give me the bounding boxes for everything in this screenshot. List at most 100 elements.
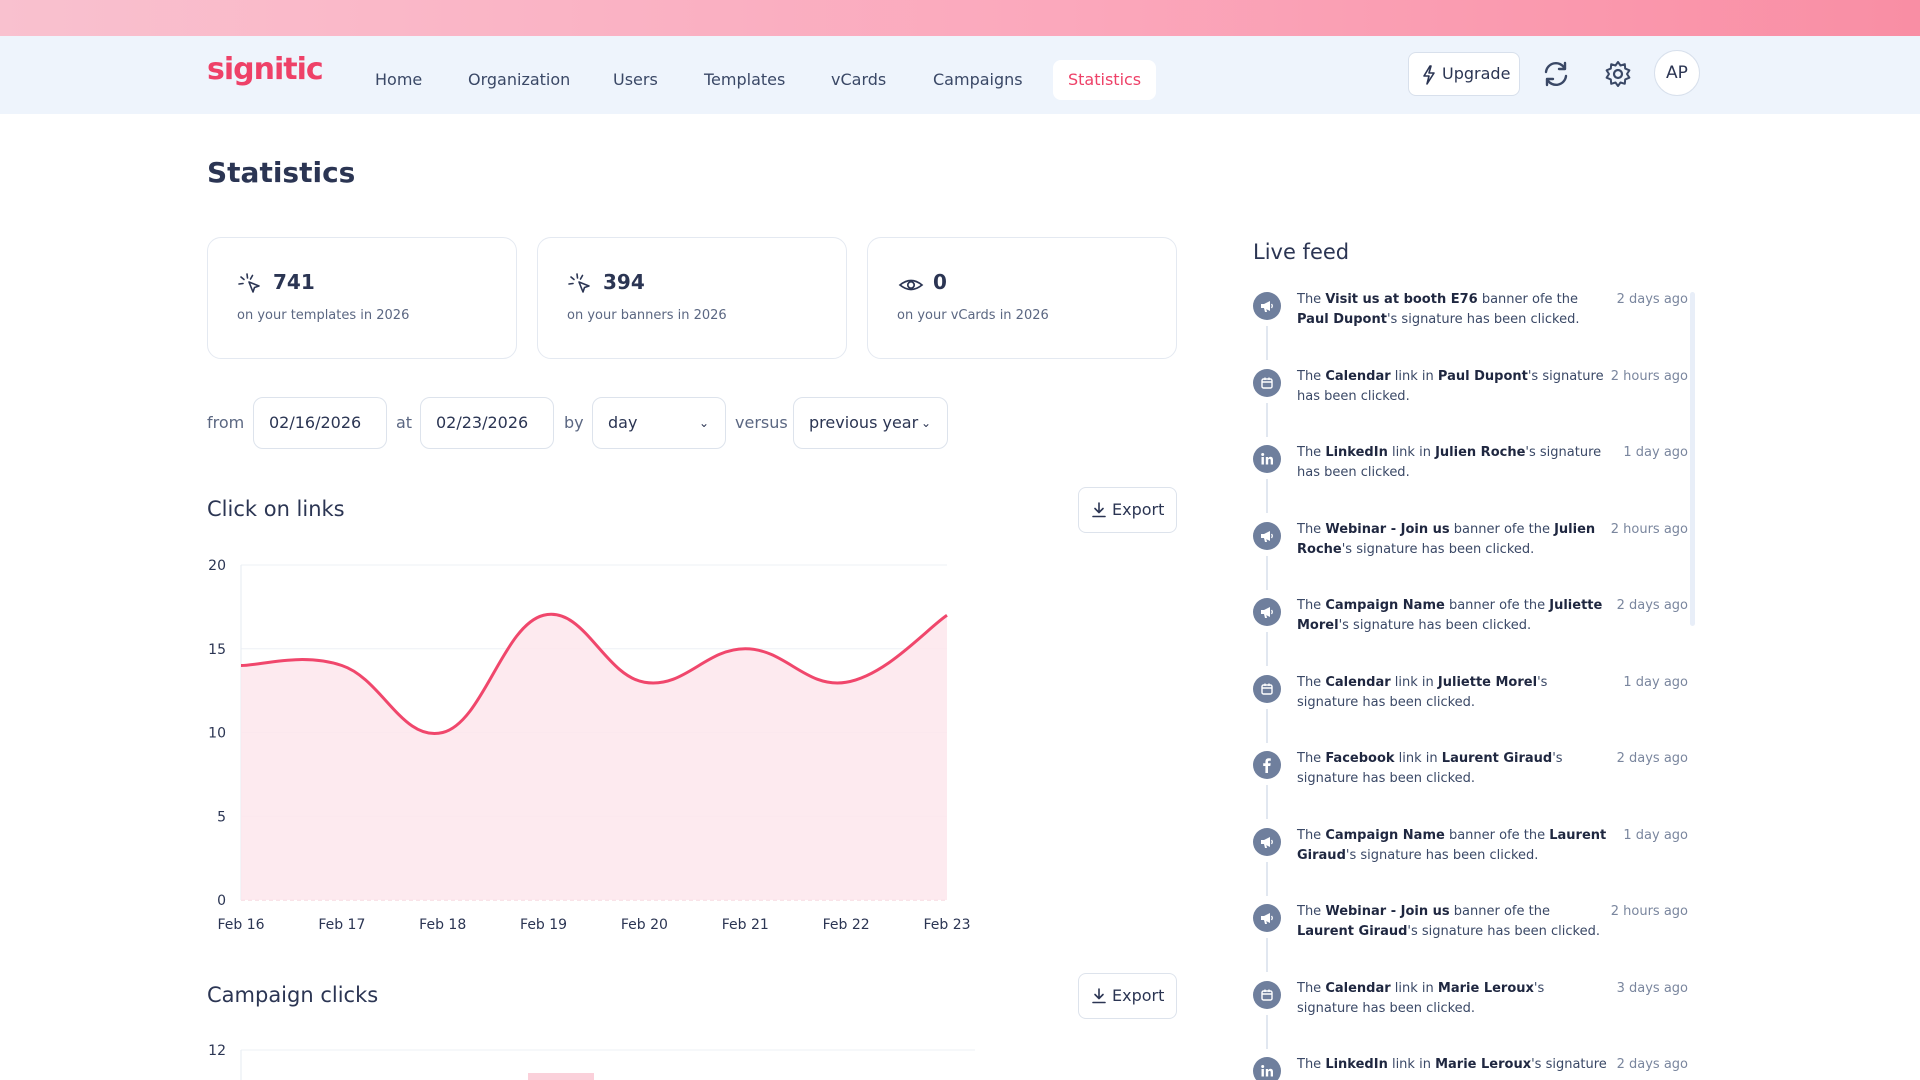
feed-item-time: 2 hours ago	[1610, 521, 1688, 537]
lightning-icon	[1423, 65, 1435, 85]
upgrade-label: Upgrade	[1442, 64, 1511, 83]
granularity-select[interactable]: day ⌄	[592, 397, 726, 449]
stat-label: on your templates in 2026	[237, 308, 410, 323]
timeline-connector	[1266, 555, 1268, 590]
feed-item-highlight: Calendar	[1325, 368, 1391, 384]
feed-item[interactable]: The Campaign Name banner ofe the Laurent…	[1250, 826, 1690, 902]
signitic-logo[interactable]: signitic	[207, 52, 324, 87]
feed-item-fragment: The	[1297, 598, 1326, 613]
feed-item-highlight: Visit us at booth E76	[1325, 292, 1478, 307]
comparison-select[interactable]: previous year ⌄	[793, 397, 948, 449]
timeline-connector	[1266, 708, 1268, 743]
feed-item-time: 1 day ago	[1623, 445, 1688, 460]
feed-item[interactable]: The LinkedIn link in Marie Leroux's sign…	[1250, 1055, 1690, 1080]
nav-organization[interactable]: Organization	[468, 70, 571, 89]
calendar-icon	[1253, 368, 1281, 397]
feed-item[interactable]: The Calendar link in Marie Leroux's sign…	[1250, 979, 1690, 1055]
timeline-connector	[1266, 861, 1268, 896]
by-label: by	[564, 413, 584, 432]
feed-item[interactable]: The Webinar - Join us banner ofe the Jul…	[1250, 520, 1690, 596]
to-date-input[interactable]: 02/23/2026	[420, 397, 554, 449]
feed-item-highlight: Calendar	[1325, 980, 1391, 996]
feed-item-fragment: The	[1297, 1057, 1326, 1072]
nav-users[interactable]: Users	[613, 70, 658, 89]
feed-item-fragment: The	[1297, 827, 1326, 843]
feed-item-text: The Calendar link in Paul Dupont's signa…	[1297, 367, 1607, 407]
feed-item-fragment: The	[1297, 904, 1326, 919]
timeline-connector	[1266, 326, 1268, 360]
nav-vcards[interactable]: vCards	[831, 70, 887, 89]
versus-label: versus	[735, 413, 788, 432]
area-fill	[241, 614, 947, 900]
feed-item[interactable]: The Webinar - Join us banner ofe the Lau…	[1250, 902, 1690, 978]
y-tick-label: 15	[208, 642, 226, 658]
upgrade-button[interactable]: Upgrade	[1408, 52, 1520, 96]
feed-item-highlight: Juliette Morel	[1437, 674, 1538, 690]
y-tick-label: 12	[208, 1043, 226, 1059]
from-label: from	[207, 413, 245, 432]
timeline-connector	[1266, 1014, 1268, 1049]
megaphone-icon	[1253, 521, 1281, 550]
page-title: Statistics	[207, 156, 356, 189]
feed-item-time: 1 day ago	[1623, 827, 1688, 843]
feed-item-fragment: banner ofe the	[1449, 521, 1555, 537]
at-label: at	[396, 413, 413, 432]
feed-item-fragment: 's signature has been clicked.	[1345, 847, 1539, 863]
feed-item-text: The Webinar - Join us banner ofe the Jul…	[1297, 520, 1607, 560]
user-avatar[interactable]: AP	[1654, 50, 1700, 96]
feed-item-highlight: Laurent Giraud	[1297, 827, 1607, 863]
nav-statistics[interactable]: Statistics	[1053, 60, 1157, 100]
campaign-section-title: Campaign clicks	[207, 983, 379, 1007]
feed-item-fragment: 's signature has been clicked.	[1297, 980, 1545, 1016]
feed-item[interactable]: The Calendar link in Juliette Morel's si…	[1250, 673, 1690, 749]
gear-icon[interactable]	[1602, 58, 1634, 90]
feed-item[interactable]: The Visit us at booth E76 banner ofe the…	[1250, 290, 1690, 366]
stat-value: 741	[273, 270, 315, 294]
megaphone-icon	[1253, 827, 1281, 856]
feed-scrollbar[interactable]	[1690, 292, 1695, 626]
y-tick-label: 0	[217, 893, 226, 909]
feed-item-highlight: Julien Roche	[1297, 521, 1596, 557]
export-clicks-button[interactable]: Export	[1078, 487, 1177, 533]
feed-item[interactable]: The Campaign Name banner ofe the Juliett…	[1250, 596, 1690, 672]
y-tick-label: 20	[208, 558, 226, 574]
series-line	[240, 612, 948, 736]
feed-item-highlight: Marie Leroux	[1435, 1057, 1532, 1072]
linkedin-icon	[1253, 445, 1281, 473]
nav-campaigns[interactable]: Campaigns	[933, 70, 1023, 89]
bar	[528, 1073, 594, 1080]
nav-home[interactable]: Home	[375, 70, 423, 89]
feed-item-fragment: 's signature has been clicked.	[1297, 674, 1548, 710]
feed-item[interactable]: The LinkedIn link in Julien Roche's sign…	[1250, 443, 1690, 519]
feed-item-time: 2 days ago	[1616, 292, 1688, 307]
x-tick-label: Feb 19	[520, 917, 567, 933]
feed-item-highlight: Campaign Name	[1325, 827, 1445, 843]
feed-item-fragment: The	[1297, 521, 1326, 537]
granularity-value: day	[608, 413, 638, 432]
feed-item-time: 3 days ago	[1616, 980, 1688, 996]
feed-item[interactable]: The Calendar link in Paul Dupont's signa…	[1250, 367, 1690, 443]
feed-item-fragment: The	[1297, 980, 1326, 996]
feed-item[interactable]: The Facebook link in Laurent Giraud's si…	[1250, 749, 1690, 825]
export-campaign-button[interactable]: Export	[1078, 973, 1177, 1019]
stat-label: on your banners in 2026	[567, 308, 727, 323]
feed-item-text: The Calendar link in Juliette Morel's si…	[1297, 673, 1607, 713]
feed-item-time: 1 day ago	[1623, 674, 1688, 690]
sync-icon[interactable]	[1540, 58, 1572, 90]
feed-item-fragment: link in	[1390, 980, 1438, 996]
feed-item-text: The LinkedIn link in Marie Leroux's sign…	[1297, 1055, 1607, 1075]
feed-item-fragment: banner ofe the	[1449, 904, 1550, 919]
stat-card-templates: 741 on your templates in 2026	[207, 237, 517, 359]
timeline-connector	[1266, 402, 1268, 437]
nav-templates[interactable]: Templates	[704, 70, 786, 89]
feed-item-highlight: LinkedIn	[1325, 1057, 1388, 1072]
x-tick-label: Feb 21	[722, 917, 769, 933]
from-date-input[interactable]: 02/16/2026	[253, 397, 387, 449]
top-gradient-strip	[0, 0, 1920, 36]
feed-item-fragment: 's signature has been clicked.	[1341, 541, 1535, 557]
feed-item-time: 2 days ago	[1616, 1057, 1688, 1072]
feed-item-highlight: Paul Dupont	[1297, 312, 1387, 327]
feed-item-fragment: The	[1297, 674, 1326, 690]
timeline-connector	[1266, 938, 1268, 972]
